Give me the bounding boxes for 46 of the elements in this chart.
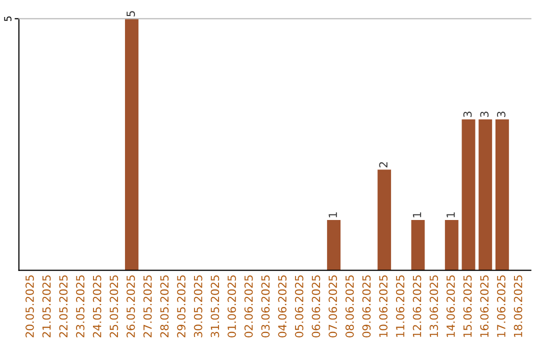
data-label: 1 — [412, 212, 422, 218]
x-tick-label: 29.05.2025 — [177, 275, 186, 338]
x-tick-label: 06.06.2025 — [312, 275, 320, 338]
data-label: 3 — [480, 112, 489, 117]
x-tick-label: 13.06.2025 — [430, 275, 438, 337]
data-label: 1 — [328, 212, 337, 218]
x-tick-label: 15.06.2025 — [463, 275, 472, 337]
bar — [411, 220, 425, 270]
bar — [124, 18, 138, 270]
x-tick-label: 14.06.2025 — [446, 275, 455, 337]
bar — [478, 119, 492, 270]
data-label: 3 — [497, 112, 506, 117]
bar — [327, 220, 341, 270]
x-tick-label: 31.05.2025 — [210, 275, 220, 338]
x-tick-label: 08.06.2025 — [345, 275, 354, 338]
x-tick-label: 12.06.2025 — [412, 275, 422, 337]
x-tick-label: 21.05.2025 — [42, 275, 51, 338]
data-label: 2 — [379, 162, 388, 168]
bar — [378, 170, 392, 270]
x-tick-label: 01.06.2025 — [228, 275, 236, 338]
x-tick-label: 23.05.2025 — [76, 275, 84, 338]
bar — [495, 119, 509, 270]
x-tick-label: 20.05.2025 — [26, 275, 34, 338]
x-tick-label: 03.06.2025 — [261, 275, 270, 338]
data-label: 5 — [126, 11, 135, 16]
x-tick-label: 07.06.2025 — [328, 275, 338, 338]
x-tick-label: 04.06.2025 — [278, 275, 287, 338]
x-tick-label: 18.06.2025 — [514, 275, 522, 337]
x-tick-label: 16.06.2025 — [480, 275, 489, 337]
x-tick-label: 22.05.2025 — [59, 275, 68, 338]
data-label: 1 — [446, 212, 455, 218]
x-tick-label: 24.05.2025 — [92, 275, 102, 338]
bar — [444, 220, 458, 270]
x-tick-label: 17.06.2025 — [497, 275, 506, 337]
x-tick-label: 25.05.2025 — [110, 275, 118, 338]
x-tick-label: 27.05.2025 — [143, 275, 152, 338]
x-tick-label: 10.06.2025 — [379, 275, 388, 337]
x-tick-label: 02.06.2025 — [244, 275, 253, 338]
data-label: 3 — [463, 112, 472, 117]
x-tick-label: 11.06.2025 — [396, 275, 404, 337]
x-tick-label: 05.06.2025 — [294, 275, 304, 338]
x-tick-label: 28.05.2025 — [160, 275, 169, 338]
x-tick-label: 09.06.2025 — [362, 275, 371, 338]
x-tick-label: 30.05.2025 — [194, 275, 202, 338]
x-tick-label: 26.05.2025 — [126, 275, 135, 338]
bar — [462, 119, 476, 270]
